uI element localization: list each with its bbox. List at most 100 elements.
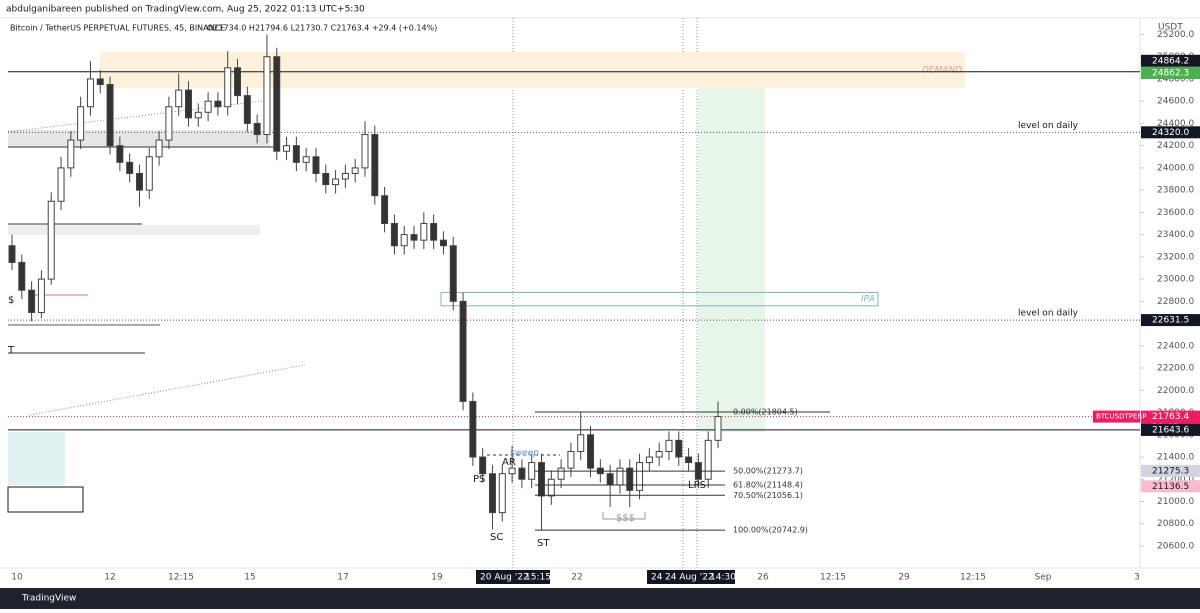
y-tick-label: 23400.0 (1157, 230, 1194, 240)
candle-body (67, 139, 75, 169)
annotation: ST (537, 538, 550, 549)
x-tick-label: 12:15 (820, 573, 846, 583)
zone-label: DEMAND (922, 66, 962, 76)
crosshair-label: 15:15 (525, 573, 551, 583)
candle-body (381, 195, 389, 225)
price-badge-label: 21643.6 (1152, 425, 1189, 435)
zone (440, 291, 879, 307)
price-badge-label: 24864.2 (1152, 56, 1189, 66)
x-tick-label: 15 (244, 573, 255, 583)
chart-title: Bitcoin / TetherUS PERPETUAL FUTURES, 45… (10, 24, 225, 33)
candle-body (488, 473, 496, 514)
candle-body (675, 439, 683, 458)
symbol-badge (1093, 410, 1140, 423)
price-badge (1141, 54, 1200, 67)
y-tick-label: 20800.0 (1157, 519, 1194, 529)
annotation: $ (8, 295, 14, 306)
zone-label: IPA (861, 295, 875, 305)
footer: TradingView (21, 594, 76, 604)
candle-body (312, 156, 320, 174)
y-tick-label: 23800.0 (1157, 186, 1194, 196)
candle-body (116, 145, 124, 163)
price-badge-label: 21275.3 (1152, 466, 1189, 476)
price-badge (1141, 126, 1200, 139)
y-tick-label: 24200.0 (1157, 141, 1194, 151)
candle-body (577, 434, 585, 452)
crosshair-label: 20 Aug '22 (480, 573, 529, 583)
annotation: AR (502, 457, 516, 468)
candle-body (557, 467, 565, 480)
candle-body (204, 100, 212, 113)
price-badge-label: 21136.5 (1152, 482, 1189, 492)
candle-body (77, 106, 85, 141)
candle-body (459, 300, 467, 402)
candle-body (155, 139, 163, 158)
y-tick-label: 21000.0 (1157, 497, 1194, 507)
x-tick-label: 12:15 (168, 573, 194, 583)
candle-body (547, 478, 555, 497)
candle-body (126, 161, 134, 174)
x-tick-label: 26 (757, 573, 769, 583)
candle-body (508, 467, 516, 475)
candle-body (322, 172, 330, 186)
y-tick-label: 22400.0 (1157, 341, 1194, 351)
price-badge-label: 21763.4 (1152, 412, 1189, 422)
y-tick-label: 24000.0 (1157, 163, 1194, 173)
x-tick-label: 19 (431, 573, 443, 583)
candle-body (420, 223, 428, 241)
fib-label: 70.50%(21056.1) (733, 491, 803, 500)
candle-body (498, 473, 506, 514)
candle-body (449, 245, 457, 302)
candle-body (214, 100, 222, 108)
candle-body (165, 106, 173, 141)
candle-body (57, 167, 65, 202)
price-badge (1141, 480, 1200, 493)
price-badge-label: 24320.0 (1152, 128, 1189, 138)
y-tick-label: 23000.0 (1157, 275, 1194, 285)
price-badge (1141, 423, 1200, 436)
level-note: level on daily (1018, 121, 1079, 131)
candle-body (243, 95, 251, 124)
candle-body (86, 78, 94, 108)
projection (698, 73, 765, 432)
candle-body (351, 167, 359, 174)
annotation: PS (473, 474, 485, 485)
crosshair-box (647, 570, 735, 584)
price-badge-label: 24862.3 (1152, 69, 1189, 79)
candle-body (332, 178, 340, 186)
candle-body (135, 172, 143, 191)
candle-body (302, 156, 310, 163)
y-tick-label: 25200.0 (1157, 30, 1194, 40)
y-tick-label: 20600.0 (1157, 541, 1194, 551)
candle-body (371, 134, 379, 197)
price-badge (1141, 67, 1200, 80)
candle-body (587, 434, 595, 469)
candle-body (469, 400, 477, 458)
candle-body (145, 156, 153, 191)
candle-body (224, 67, 232, 108)
x-tick-label: 29 (898, 573, 910, 583)
crosshair-box (476, 570, 550, 584)
level-note: level on daily (1018, 309, 1079, 319)
annotation: SC (490, 532, 503, 543)
y-tick-label: 22000.0 (1157, 386, 1194, 396)
candle-body (518, 467, 526, 480)
y-tick-label: 24400.0 (1157, 119, 1194, 129)
candle-body (47, 200, 55, 280)
candle-body (410, 234, 418, 241)
annotation: T (7, 345, 15, 356)
candle-body (361, 134, 369, 169)
box (7, 486, 84, 513)
candle-body (714, 416, 722, 441)
candle-body (390, 223, 398, 247)
candle-body (18, 261, 26, 291)
candle-body (37, 278, 45, 313)
candle-body (28, 289, 36, 313)
candle-body (185, 89, 192, 119)
candle-body (685, 456, 693, 464)
y-tick-label: 21200.0 (1157, 475, 1194, 485)
candle-body (96, 78, 104, 85)
candle-body (528, 462, 536, 480)
candle-body (567, 450, 575, 469)
